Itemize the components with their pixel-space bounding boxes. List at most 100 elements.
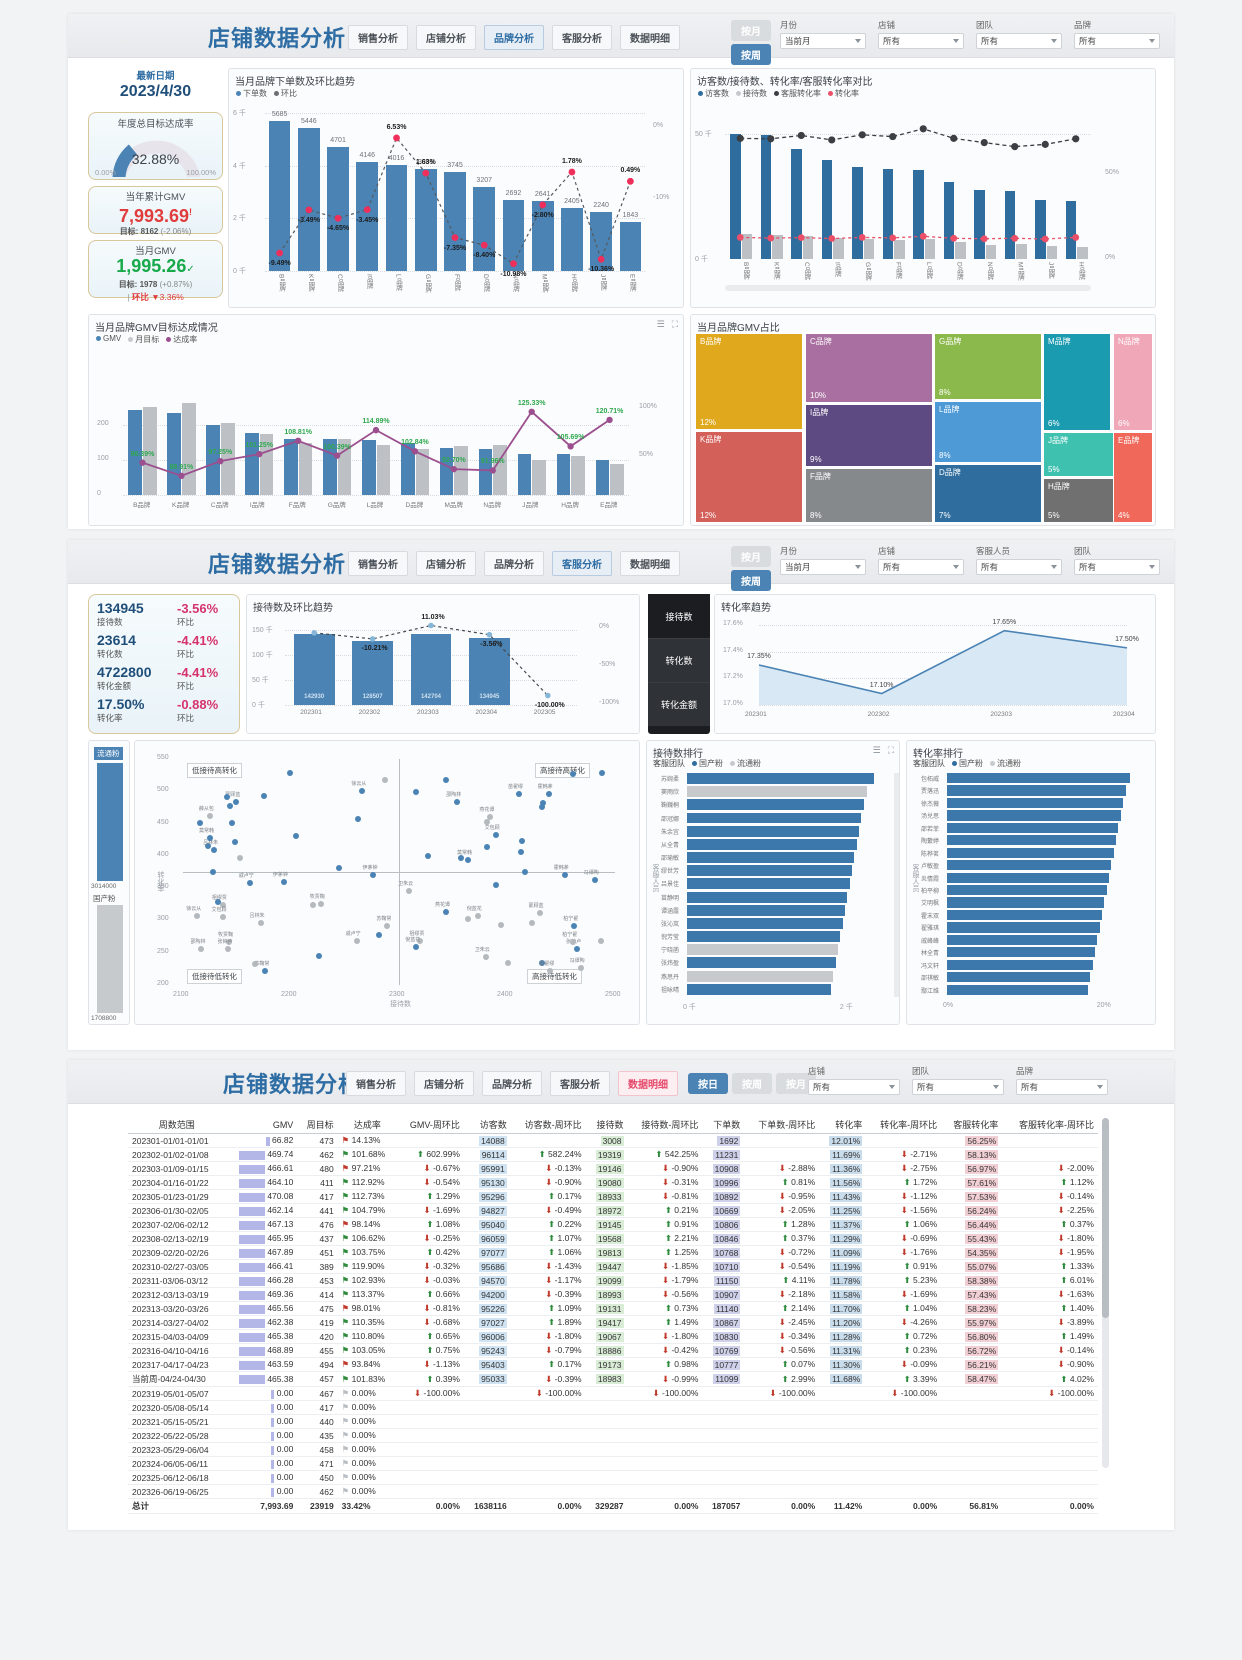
- scatter-point[interactable]: [359, 787, 366, 794]
- filter-shop[interactable]: 店铺 所有: [878, 19, 964, 49]
- scatter-point[interactable]: [570, 771, 577, 778]
- rank-bar[interactable]: [947, 785, 1126, 796]
- table-row[interactable]: 202305-01/23-01/29 470.08 417 ⚑ 112.73% ⬆ 1…: [128, 1189, 1098, 1204]
- scatter-point[interactable]: [227, 803, 234, 810]
- table-row[interactable]: 202304-01/16-01/22 464.10 411 ⚑ 112.92% ⬇ -…: [128, 1175, 1098, 1190]
- toggle3-by-day[interactable]: 按日: [688, 1073, 728, 1094]
- filter3-shop-select[interactable]: 所有: [808, 1079, 900, 1095]
- filter-icon[interactable]: ☰: [656, 319, 665, 329]
- scatter-point[interactable]: [539, 803, 546, 810]
- toggle3-by-week[interactable]: 按周: [732, 1073, 772, 1094]
- scatter-point[interactable]: [424, 853, 431, 860]
- treemap-tile[interactable]: E品牌 4%: [1113, 432, 1153, 523]
- scatter-point[interactable]: [317, 900, 324, 907]
- rank-bar[interactable]: [687, 931, 841, 943]
- table-row[interactable]: 202309-02/20-02/26 467.89 451 ⚑ 103.75% ⬆ 0…: [128, 1245, 1098, 1260]
- scatter-point[interactable]: [260, 793, 267, 800]
- scatter-point[interactable]: [198, 946, 205, 953]
- rank-bar[interactable]: [687, 970, 834, 982]
- treemap-tile[interactable]: N品牌 6%: [1113, 333, 1153, 431]
- scatter-point[interactable]: [497, 921, 504, 928]
- filter2-agent-select[interactable]: 所有: [976, 559, 1062, 575]
- rank-bar[interactable]: [687, 917, 843, 929]
- filter3-brand-select[interactable]: 所有: [1016, 1079, 1108, 1095]
- scatter-point[interactable]: [224, 794, 231, 801]
- filter-month-select[interactable]: 当前月: [780, 33, 866, 49]
- chart-scrollbar[interactable]: [725, 285, 1091, 291]
- table-row[interactable]: 202306-01/30-02/05 462.14 441 ⚑ 104.79% ⬇ -…: [128, 1203, 1098, 1218]
- scatter-point[interactable]: [571, 923, 578, 930]
- scatter-point[interactable]: [207, 835, 214, 842]
- filter3-team[interactable]: 团队 所有: [912, 1065, 1004, 1095]
- filter3-team-select[interactable]: 所有: [912, 1079, 1004, 1095]
- scatter-point[interactable]: [316, 952, 323, 959]
- scatter-point[interactable]: [515, 790, 522, 797]
- treemap-tile[interactable]: K品牌 12%: [695, 431, 803, 523]
- scatter-point[interactable]: [482, 953, 489, 960]
- table-row[interactable]: 202322-05/22-05/28 0.00 435 ⚑ 0.00%: [128, 1428, 1098, 1443]
- scatter-point[interactable]: [354, 816, 361, 823]
- scatter-point[interactable]: [443, 777, 450, 784]
- rank-bar[interactable]: [947, 847, 1114, 858]
- table-row[interactable]: 202325-06/12-06/18 0.00 450 ⚑ 0.00%: [128, 1470, 1098, 1485]
- tab3-brand-analysis[interactable]: 品牌分析: [482, 1071, 542, 1096]
- table-row[interactable]: 202301-01/01-01/01 66.82 473 ⚑ 14.13% 14088…: [128, 1133, 1098, 1148]
- filter-brand-select[interactable]: 所有: [1074, 33, 1160, 49]
- rank-bar[interactable]: [687, 812, 862, 824]
- treemap-tile[interactable]: G品牌 8%: [934, 333, 1042, 400]
- scatter-point[interactable]: [465, 916, 472, 923]
- filter-brand[interactable]: 品牌 所有: [1074, 19, 1160, 49]
- scatter-point[interactable]: [210, 869, 217, 876]
- table-row[interactable]: 202317-04/17-04/23 463.59 494 ⚑ 93.84% ⬇ -1…: [128, 1357, 1098, 1372]
- scatter-point[interactable]: [528, 919, 535, 926]
- scatter-point[interactable]: [246, 879, 253, 886]
- table-row[interactable]: 202314-03/27-04/02 462.38 419 ⚑ 110.35% ⬇ -…: [128, 1315, 1098, 1330]
- rank-bar[interactable]: [687, 825, 859, 837]
- scatter-point[interactable]: [229, 820, 236, 827]
- toggle-by-week[interactable]: 按周: [731, 44, 771, 65]
- scatter-point[interactable]: [597, 937, 604, 944]
- nav-tabs-2[interactable]: 销售分析 店铺分析 品牌分析 客服分析 数据明细: [348, 551, 680, 576]
- table-row[interactable]: 202323-05/29-06/04 0.00 458 ⚑ 0.00%: [128, 1442, 1098, 1457]
- filter2-agent[interactable]: 客服人员 所有: [976, 545, 1062, 575]
- expand-icon[interactable]: ⛶: [887, 745, 894, 755]
- rank-bar[interactable]: [947, 773, 1130, 784]
- scatter-point[interactable]: [577, 964, 584, 971]
- scatter-point[interactable]: [262, 968, 269, 975]
- rank-bar[interactable]: [947, 872, 1109, 883]
- scatter-point[interactable]: [214, 898, 221, 905]
- table-row[interactable]: 202302-01/02-01/08 469.74 462 ⚑ 101.68% ⬆ 6…: [128, 1147, 1098, 1162]
- scatter-point[interactable]: [413, 943, 420, 950]
- scatter-point[interactable]: [484, 819, 491, 826]
- rank-bar[interactable]: [687, 983, 831, 995]
- panel-powder-filter[interactable]: 流通粉 3014000 国产粉 1708800: [88, 740, 130, 1025]
- tab2-brand-analysis[interactable]: 品牌分析: [484, 551, 544, 576]
- tab3-data-detail[interactable]: 数据明细: [618, 1071, 678, 1096]
- filter-month[interactable]: 月份 当前月: [780, 19, 866, 49]
- scatter-point[interactable]: [206, 813, 213, 820]
- rank-bar[interactable]: [947, 835, 1116, 846]
- filter2-month-select[interactable]: 当前月: [780, 559, 866, 575]
- rank-bar[interactable]: [947, 959, 1093, 970]
- toggle3-by-month[interactable]: 按月: [776, 1073, 816, 1094]
- powder-guochan-bar[interactable]: [97, 905, 123, 1013]
- nav-tabs-3[interactable]: 销售分析 店铺分析 品牌分析 客服分析 数据明细: [346, 1071, 678, 1096]
- rank-bar[interactable]: [947, 897, 1105, 908]
- powder-liutong-bar[interactable]: [97, 763, 123, 881]
- scatter-point[interactable]: [487, 813, 494, 820]
- rank-bar[interactable]: [947, 860, 1112, 871]
- filter-shop-select[interactable]: 所有: [878, 33, 964, 49]
- tab3-shop-analysis[interactable]: 店铺分析: [414, 1071, 474, 1096]
- treemap-tile[interactable]: M品牌 6%: [1043, 333, 1111, 431]
- scatter-point[interactable]: [219, 901, 226, 908]
- filter2-team[interactable]: 团队 所有: [1074, 545, 1160, 575]
- rank-scrollbar[interactable]: [894, 773, 899, 997]
- table-row[interactable]: 202308-02/13-02/19 465.95 437 ⚑ 106.62% ⬇ -…: [128, 1231, 1098, 1246]
- scatter-point[interactable]: [211, 846, 218, 853]
- scatter-point[interactable]: [226, 938, 232, 945]
- scatter-point[interactable]: [233, 799, 240, 806]
- tab3-service-analysis[interactable]: 客服分析: [550, 1071, 610, 1096]
- tab-sales-analysis[interactable]: 销售分析: [348, 25, 408, 50]
- filter2-shop[interactable]: 店铺 所有: [878, 545, 964, 575]
- rank-bar[interactable]: [947, 909, 1102, 921]
